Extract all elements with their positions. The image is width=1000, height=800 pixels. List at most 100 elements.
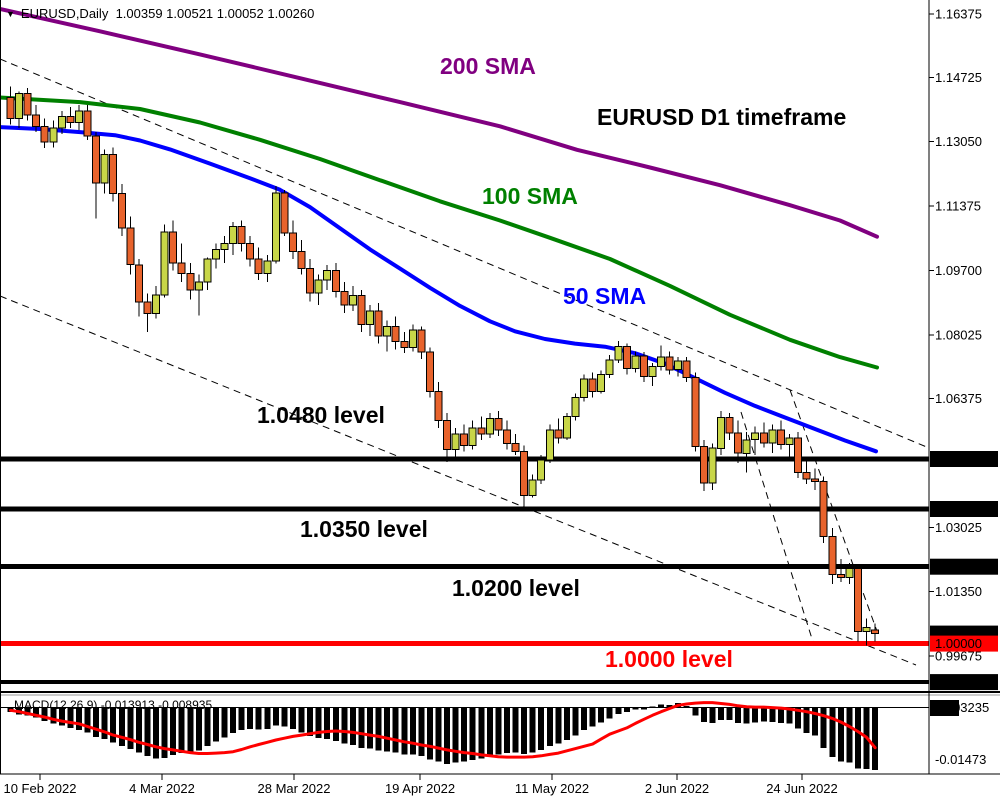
macd-histogram-bar [426,707,433,760]
y-axis-tick-label: 1.14725 [935,70,982,85]
macd-histogram-bar [478,707,485,759]
macd-histogram-bar [24,707,31,716]
bear-candle [734,432,743,454]
dashed-trendline [740,411,814,643]
sma200-line [0,7,879,239]
level-line-0.99 [0,680,929,685]
macd-layer [0,701,929,771]
macd-histogram-bar [375,707,382,751]
macd-histogram-bar [290,707,296,730]
bull-candle [571,397,580,418]
y-axis-tick-label: 1.06375 [935,391,982,406]
macd-histogram-bar [101,707,108,740]
bull-candle [100,153,109,184]
bear-candle [494,418,503,431]
macd-histogram-bar [238,707,245,731]
bear-candle [853,568,862,632]
macd-histogram-bar [367,707,373,749]
macd-histogram-bar [358,707,365,749]
chart-frame-layer [0,0,1000,775]
bear-candle [639,355,648,377]
macd-histogram-bar [837,707,844,762]
bear-candle [554,429,563,439]
bear-candle [871,629,880,635]
y-axis-tick-label: 0.99675 [935,649,982,664]
macd-histogram-bar [469,707,476,760]
macd-histogram-bar [752,707,759,723]
header-ohlc-values: 1.00359 1.00521 1.00052 1.00260 [115,6,315,21]
bull-candle [614,346,623,361]
y-axis-tick-label: 1.11375 [935,199,981,214]
macd-histogram-bar [298,707,305,733]
macd-histogram-bar [795,707,801,729]
macd-histogram-bar [846,707,853,763]
bull-candle [211,248,220,260]
bear-candle [691,377,700,448]
price-box [930,674,998,691]
bear-candle [503,429,511,445]
bear-candle [340,291,349,306]
macd-histogram-bar [435,707,442,762]
macd-histogram-bar [521,707,528,754]
bull-candle [229,225,238,245]
bear-candle [391,325,400,343]
bear-candle [425,351,434,393]
macd-histogram-bar [281,707,288,727]
bear-candle [92,135,101,184]
bear-candle [6,97,15,120]
bull-candle [845,568,854,578]
bear-candle [400,341,409,349]
bull-candle [348,295,357,306]
x-axis-date-label: 4 Mar 2022 [129,781,195,796]
bear-candle [331,270,340,293]
annotation-timeframe: EURUSD D1 timeframe [597,104,847,130]
bull-candle [751,432,760,441]
macd-histogram-bar [212,707,219,742]
bull-candle [408,329,417,349]
price-box [930,501,998,517]
macd-histogram-bar [760,707,767,722]
macd-histogram-bar [332,707,339,741]
bear-candle [828,536,837,575]
chevron-down-icon[interactable]: ▼ [6,9,15,19]
bull-candle [271,192,280,262]
price-box [930,451,998,467]
bull-candle [323,270,332,281]
macd-histogram-bar [735,707,742,723]
bear-candle [83,110,92,137]
macd-histogram-bar [829,707,836,758]
level-line-1.035 [0,506,929,512]
bear-candle [443,420,452,450]
macd-histogram-bar [67,707,74,728]
bull-candle [605,359,614,375]
bull-candle [57,116,66,129]
annotation-1-0350-level: 1.0350 level [300,516,428,542]
bear-candle [776,429,785,445]
symbol-header[interactable]: ▼ EURUSD,Daily 1.00359 1.00521 1.00052 1.… [6,6,314,21]
macd-histogram-bar [392,707,399,753]
bear-candle [186,273,195,291]
bull-candle [383,325,392,337]
y-axis-tick-label: 1.09700 [935,263,982,278]
macd-histogram-bar [144,707,151,757]
x-axis-date-label: 28 Mar 2022 [258,781,331,796]
bear-candle [306,268,315,294]
annotation-50-sma: 50 SMA [563,283,647,309]
annotation-1-0200-level: 1.0200 level [452,575,580,601]
bear-candle [699,446,708,484]
bear-candle [622,346,631,370]
bear-candle [237,225,246,245]
macd-histogram-bar [854,707,861,769]
bear-candle [794,437,802,473]
bull-candle [314,279,323,294]
macd-histogram-bar [538,707,545,750]
x-axis-date-label: 10 Feb 2022 [3,781,76,796]
bear-candle [460,433,469,446]
bear-candle [725,417,734,434]
macd-histogram-bar [718,707,724,721]
bull-candle [785,437,794,445]
macd-histogram-bar [187,707,194,753]
macd-histogram-bar [76,707,82,731]
